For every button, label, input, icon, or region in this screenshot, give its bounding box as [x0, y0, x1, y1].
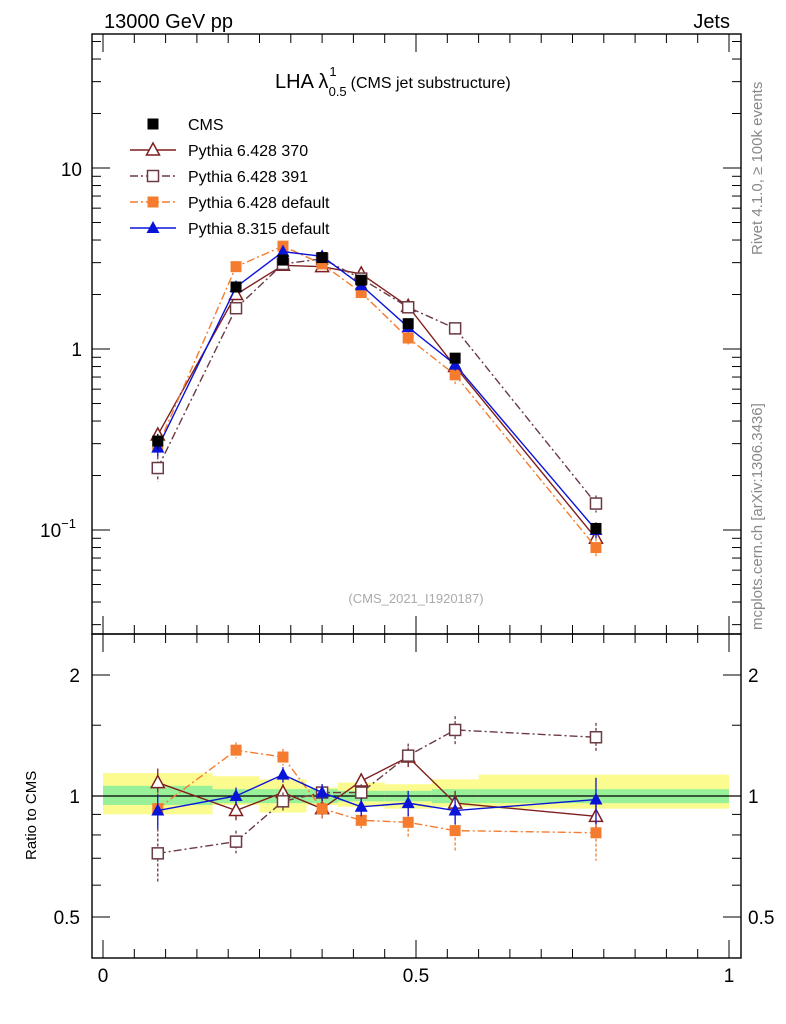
- legend-label: Pythia 6.428 default: [188, 195, 330, 212]
- header-right: Jets: [693, 11, 730, 33]
- ratio-ytick-label-right: 2: [748, 666, 759, 687]
- rivet-label: Rivet 4.1.0, ≥ 100k events: [749, 82, 766, 255]
- ratio-line: [157, 756, 597, 818]
- ratio-point: [589, 792, 603, 805]
- legend-entry: Pythia 6.428 default: [130, 195, 330, 212]
- ratio-point: [402, 816, 414, 828]
- ratio-point: [401, 749, 415, 762]
- ytick-label-1: 1: [71, 340, 82, 361]
- ratio-ylabel: Ratio to CMS: [23, 771, 40, 860]
- legend-marker: [146, 169, 160, 183]
- ratio-point: [401, 796, 415, 809]
- ratio-line: [157, 729, 597, 855]
- data-point: [151, 461, 165, 475]
- legend-entry: Pythia 8.315 default: [130, 221, 330, 238]
- data-point: [355, 274, 367, 286]
- data-point: [590, 522, 602, 534]
- legend-entry: CMS: [147, 117, 224, 134]
- ratio-point: [315, 785, 329, 798]
- ratio-point: [150, 773, 166, 789]
- series-Pythia 6.428 391: [151, 252, 603, 513]
- legend-label: Pythia 6.428 391: [188, 169, 308, 186]
- data-point: [229, 301, 243, 315]
- data-point: [355, 287, 367, 299]
- legend-marker: [147, 196, 159, 208]
- header-left: 13000 GeV pp: [104, 11, 233, 33]
- ratio-point: [448, 803, 462, 816]
- ratio-point: [354, 786, 368, 799]
- legend-marker: [145, 141, 161, 156]
- data-point: [316, 258, 328, 270]
- ratio-ytick-label: 2: [69, 666, 80, 687]
- ratio-point: [229, 835, 243, 848]
- analysis-id: (CMS_2021_I1920187): [348, 591, 483, 606]
- ratio-point: [449, 825, 461, 837]
- data-point: [316, 252, 328, 264]
- legend-label: CMS: [188, 117, 224, 134]
- legend-label: Pythia 6.428 370: [188, 143, 308, 160]
- ytick-label-10: 10: [61, 160, 82, 181]
- ratio-line: [157, 749, 596, 834]
- series-CMS: [152, 252, 602, 535]
- legend-entry: Pythia 6.428 370: [130, 141, 308, 160]
- ratio-ytick-label: 1: [69, 787, 80, 808]
- ratio-point: [276, 795, 290, 808]
- data-point: [230, 261, 242, 273]
- data-point: [276, 244, 290, 257]
- ratio-point: [228, 801, 244, 817]
- plot-title: LHA λ1 0.5 (CMS jet substructure): [275, 64, 511, 99]
- ratio-point: [316, 803, 328, 815]
- series-line: [157, 258, 597, 504]
- data-point: [277, 254, 289, 266]
- ratio-point: [448, 723, 462, 737]
- ratio-point: [151, 803, 165, 816]
- data-point: [448, 322, 462, 335]
- ratio-point: [354, 799, 368, 812]
- xtick-label: 0: [98, 966, 109, 987]
- ratio-point: [276, 767, 290, 780]
- ratio-line: [157, 773, 597, 812]
- series-Pythia 6.428 370: [150, 256, 604, 548]
- mcplots-label: mcplots.cern.ch [arXiv:1306.3436]: [749, 403, 766, 630]
- ratio-point: [590, 827, 602, 839]
- data-point: [402, 318, 414, 330]
- data-point: [449, 369, 461, 381]
- ratio-point: [229, 789, 243, 801]
- ratio-point: [353, 772, 369, 787]
- ratio-ytick-label: 0.5: [54, 908, 80, 929]
- legend-marker: [147, 118, 159, 130]
- legend-label: Pythia 8.315 default: [188, 221, 330, 238]
- data-point: [589, 497, 603, 510]
- xtick-label: 1: [724, 966, 735, 987]
- ratio-point: [355, 814, 367, 826]
- series-Pythia 6.428 default: [152, 240, 602, 559]
- legend: CMS Pythia 6.428 370 Pythia 6.428 391 Pythi…: [130, 117, 330, 238]
- series-line: [157, 250, 597, 531]
- ratio-ytick-label-right: 1: [748, 787, 759, 808]
- series-line: [157, 245, 597, 548]
- ratio-point: [277, 751, 289, 763]
- data-point: [152, 435, 164, 447]
- legend-entry: Pythia 6.428 391: [130, 169, 308, 186]
- ratio-point: [589, 731, 603, 744]
- series-Pythia 8.315 default: [151, 244, 603, 539]
- ratio-ytick-label-right: 0.5: [748, 908, 774, 929]
- series-line: [157, 264, 597, 539]
- ratio-point: [230, 744, 242, 756]
- data-point: [590, 542, 602, 554]
- data-point: [402, 332, 414, 344]
- legend-marker: [146, 221, 160, 233]
- data-point: [449, 352, 461, 364]
- ratio-series-Pythia 8.315 default: [151, 767, 603, 829]
- data-point: [401, 301, 415, 314]
- ytick-label-0.1: 10−1: [40, 516, 76, 542]
- data-point: [230, 281, 242, 293]
- ratio-point: [151, 847, 165, 860]
- xtick-label: 0.5: [403, 966, 429, 987]
